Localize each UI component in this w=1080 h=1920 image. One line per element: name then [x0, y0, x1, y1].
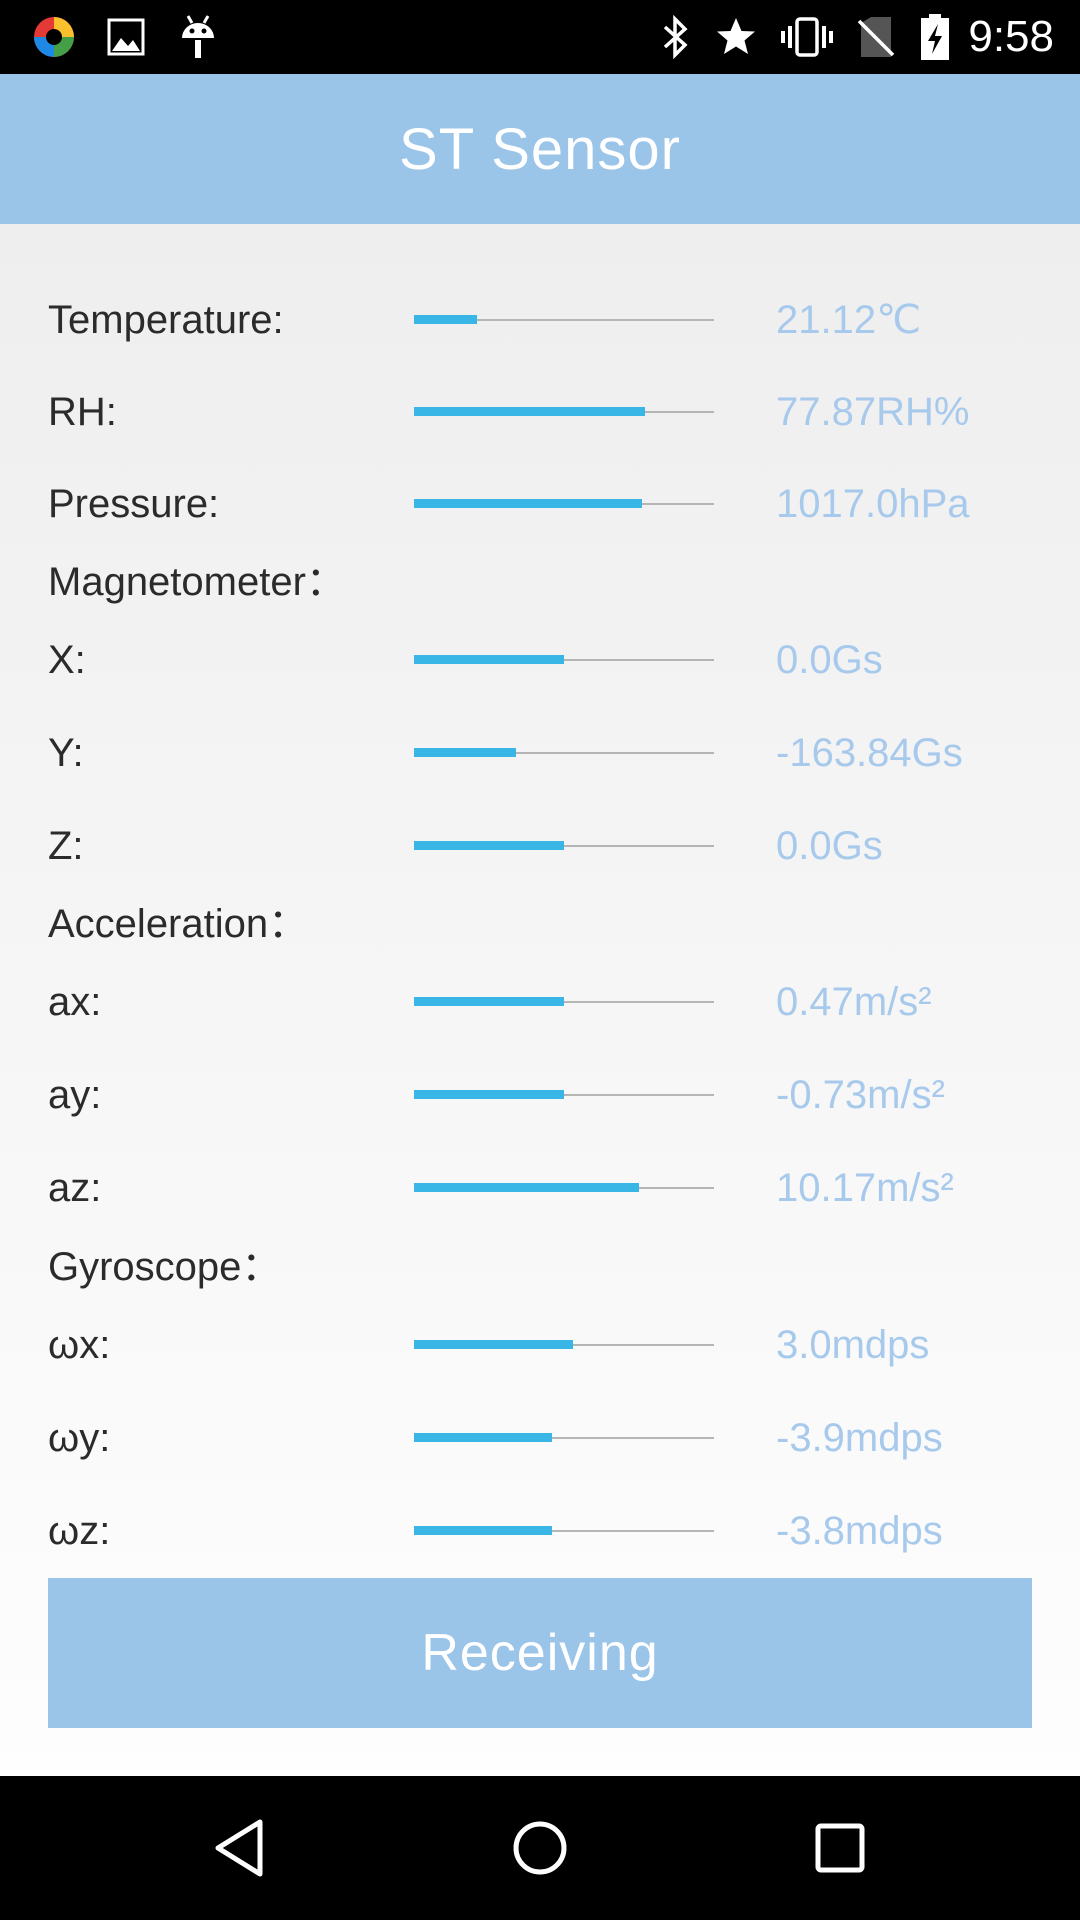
temperature-slider-fill	[414, 315, 477, 324]
mag-z-slider-fill	[414, 841, 564, 850]
gyro-wy-value: -3.9mdps	[776, 1416, 943, 1460]
gyro-wy-slider[interactable]	[414, 1433, 714, 1442]
star-icon	[712, 14, 760, 60]
rh-label: RH:	[48, 390, 117, 434]
acc-ay-slider[interactable]	[414, 1090, 714, 1099]
temperature-slider[interactable]	[414, 315, 714, 324]
back-icon[interactable]	[204, 1812, 276, 1884]
acc-ax-slider-fill	[414, 997, 564, 1006]
acc-ay-label: ay:	[48, 1073, 102, 1117]
acc-ay-row: ay: -0.73m/s²	[0, 1055, 1080, 1135]
acc-ax-value: 0.47m/s²	[776, 980, 932, 1024]
acc-ax-label: ax:	[48, 980, 102, 1024]
mag-z-slider[interactable]	[414, 841, 714, 850]
mag-y-value: -163.84Gs	[776, 731, 963, 775]
rh-row: RH: 77.87RH%	[0, 372, 1080, 452]
pressure-value: 1017.0hPa	[776, 482, 970, 526]
pressure-slider-fill	[414, 499, 642, 508]
gyro-wz-row: ωz: -3.8mdps	[0, 1491, 1080, 1571]
bluetooth-icon	[654, 14, 698, 60]
mag-y-slider[interactable]	[414, 748, 714, 757]
gyro-wx-slider-fill	[414, 1340, 573, 1349]
mag-x-slider-fill	[414, 655, 564, 664]
mag-x-value: 0.0Gs	[776, 638, 883, 682]
gyro-wx-label: ωx:	[48, 1323, 111, 1367]
acc-ay-value: -0.73m/s²	[776, 1073, 945, 1117]
nav-bar	[0, 1776, 1080, 1920]
acc-az-slider[interactable]	[414, 1183, 714, 1192]
gyro-wz-label: ωz:	[48, 1509, 111, 1553]
mag-y-slider-fill	[414, 748, 516, 757]
gyro-wy-slider-fill	[414, 1433, 552, 1442]
acc-ax-row: ax: 0.47m/s²	[0, 962, 1080, 1042]
no-sim-icon	[856, 14, 896, 60]
gyro-wx-value: 3.0mdps	[776, 1323, 930, 1367]
acc-az-label: az:	[48, 1166, 102, 1210]
recents-icon[interactable]	[804, 1812, 876, 1884]
android-icon	[176, 14, 220, 60]
app-title: ST Sensor	[399, 116, 681, 182]
gyro-wz-slider[interactable]	[414, 1526, 714, 1535]
acc-ax-slider[interactable]	[414, 997, 714, 1006]
home-icon[interactable]	[504, 1812, 576, 1884]
gyroscope-title: Gyroscope：	[48, 1245, 282, 1289]
temperature-value: 21.12℃	[776, 298, 922, 342]
acc-az-slider-fill	[414, 1183, 639, 1192]
magnetometer-title: Magnetometer：	[48, 560, 346, 604]
status-bar: 9:58	[0, 0, 1080, 74]
pressure-label: Pressure:	[48, 482, 220, 526]
gyro-wx-slider[interactable]	[414, 1340, 714, 1349]
gyro-wz-slider-fill	[414, 1526, 552, 1535]
mag-y-row: Y: -163.84Gs	[0, 713, 1080, 793]
rh-value: 77.87RH%	[776, 390, 970, 434]
temperature-row: Temperature: 21.12℃	[0, 280, 1080, 360]
image-icon	[104, 14, 148, 60]
rh-slider[interactable]	[414, 407, 714, 416]
mag-x-label: X:	[48, 638, 86, 682]
acc-ay-slider-fill	[414, 1090, 564, 1099]
pressure-row: Pressure: 1017.0hPa	[0, 464, 1080, 544]
acc-az-row: az: 10.17m/s²	[0, 1148, 1080, 1228]
receiving-button[interactable]: Receiving	[48, 1578, 1032, 1728]
vibrate-icon	[778, 14, 836, 60]
pressure-slider[interactable]	[414, 499, 714, 508]
acceleration-title: Acceleration：	[48, 902, 309, 946]
gyro-wy-label: ωy:	[48, 1416, 111, 1460]
mag-z-row: Z: 0.0Gs	[0, 806, 1080, 886]
gyro-wx-row: ωx: 3.0mdps	[0, 1305, 1080, 1385]
status-time: 9:58	[968, 12, 1054, 61]
app-logo-icon	[30, 14, 78, 60]
temperature-label: Temperature:	[48, 298, 284, 342]
mag-x-slider[interactable]	[414, 655, 714, 664]
rh-slider-fill	[414, 407, 645, 416]
gyro-wy-row: ωy: -3.9mdps	[0, 1398, 1080, 1478]
mag-z-value: 0.0Gs	[776, 824, 883, 868]
mag-x-row: X: 0.0Gs	[0, 620, 1080, 700]
mag-y-label: Y:	[48, 731, 84, 775]
battery-charging-icon	[918, 14, 952, 60]
app-bar: ST Sensor	[0, 74, 1080, 224]
gyro-wz-value: -3.8mdps	[776, 1509, 943, 1553]
mag-z-label: Z:	[48, 824, 84, 868]
acc-az-value: 10.17m/s²	[776, 1166, 954, 1210]
